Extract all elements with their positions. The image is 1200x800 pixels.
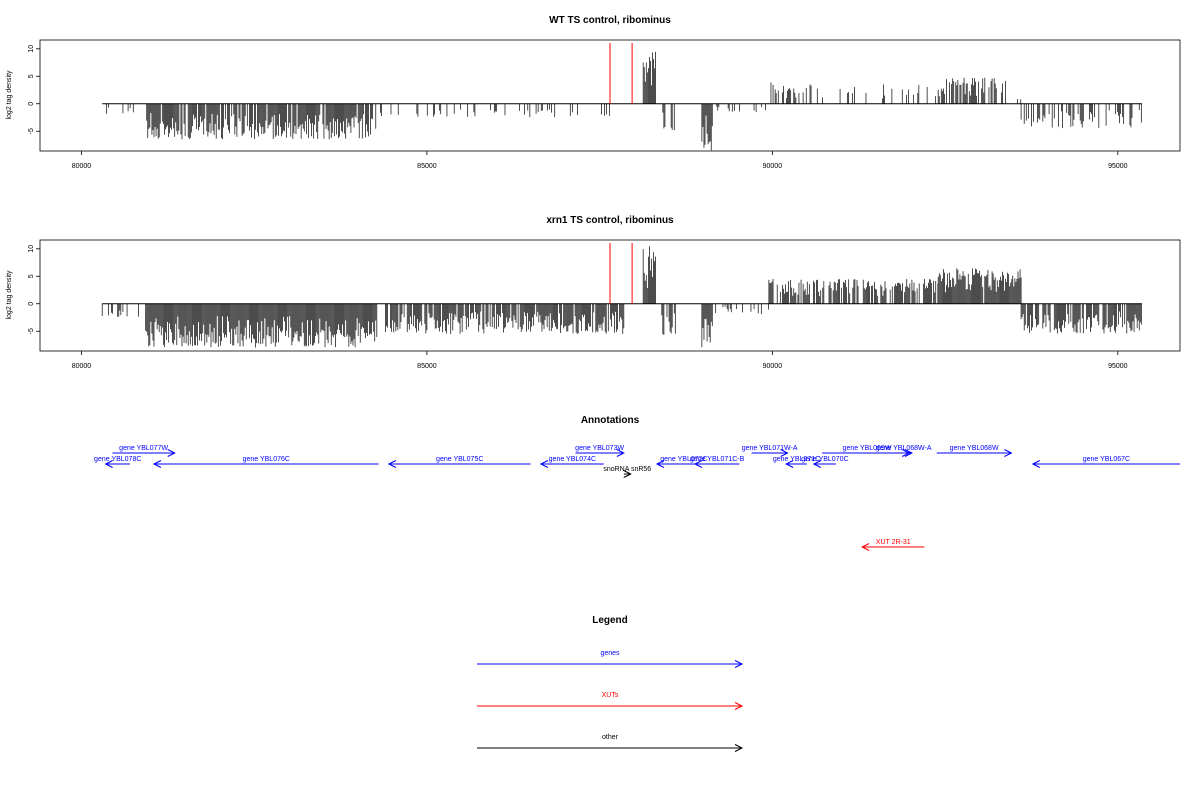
feature-label: gene YBL069W — [843, 445, 892, 452]
feature-arrowhead — [904, 449, 914, 457]
feature-label: gene YBL071C — [773, 456, 820, 463]
feature-arrowhead — [785, 460, 794, 468]
feature-label: gene YBL072C — [660, 456, 707, 463]
feature-arrowhead — [1004, 449, 1013, 457]
feature-arrowhead — [152, 460, 162, 468]
y-tick-label: 0 — [28, 102, 35, 106]
feature-arrowhead — [539, 460, 549, 468]
legend-title: Legend — [592, 615, 628, 626]
feature-arrowhead — [1031, 460, 1041, 468]
feature-arrowhead — [655, 460, 665, 468]
x-tick-label: 95000 — [1108, 163, 1128, 170]
feature-label: gene YBL067C — [1083, 456, 1130, 463]
legend-label: other — [602, 734, 619, 741]
wt-coverage-panel: WT TS control, ribominus log2 tag densit… — [6, 15, 1181, 170]
feature-label: gene YBL078C — [94, 456, 141, 463]
feature-label: gene YBL076C — [243, 456, 290, 463]
legend-arrowhead — [734, 744, 744, 752]
feature-label: gene YBL077W — [119, 445, 168, 452]
y-tick-label: 0 — [28, 302, 35, 306]
feature-arrowhead — [387, 460, 397, 468]
x-tick-label: 90000 — [763, 163, 783, 170]
plot-frame — [39, 39, 1181, 152]
x-tick-label: 95000 — [1108, 363, 1128, 370]
feature-label: XUT 2R-31 — [876, 539, 911, 546]
x-tick-label: 85000 — [417, 163, 437, 170]
feature-label: gene YBL071W-A — [742, 445, 798, 452]
y-axis-label: log2 tag density — [6, 70, 13, 120]
feature-arrowhead — [623, 470, 632, 478]
y-tick-label: -5 — [28, 128, 35, 134]
xrn1-coverage-panel: xrn1 TS control, ribominus log2 tag dens… — [6, 215, 1181, 370]
y-tick-label: 5 — [28, 274, 35, 278]
feature-label: gene YBL073W — [575, 445, 624, 452]
y-tick-label: 10 — [28, 45, 35, 53]
legend-label: genes — [600, 650, 620, 657]
feature-label: snoRNA snR56 — [603, 466, 651, 473]
feature-label: gene YBL070C — [801, 456, 848, 463]
feature-arrowhead — [693, 460, 703, 468]
x-tick-label: 90000 — [763, 363, 783, 370]
feature-arrowhead — [616, 449, 625, 457]
annotations-title: Annotations — [581, 415, 640, 426]
y-tick-label: 10 — [28, 245, 35, 253]
legend-arrowhead — [734, 660, 744, 668]
feature-arrowhead — [780, 449, 789, 457]
feature-label: gene YBL071C-B — [690, 456, 745, 463]
feature-label: gene YBL075C — [436, 456, 483, 463]
y-tick-label: 5 — [28, 74, 35, 78]
feature-label: gene YBL068W — [950, 445, 999, 452]
feature-arrowhead — [812, 460, 822, 468]
feature-arrowhead — [901, 449, 911, 457]
x-tick-label: 80000 — [72, 163, 92, 170]
panel-title: xrn1 TS control, ribominus — [546, 215, 674, 226]
feature-arrowhead — [167, 449, 176, 457]
panel-title: WT TS control, ribominus — [549, 15, 671, 26]
annotations-track: Annotations gene YBL077W gene YBL078C gene… — [94, 415, 1180, 551]
feature-arrowhead — [861, 543, 870, 551]
y-axis-label: log2 tag density — [6, 270, 13, 320]
feature-label: gene YBL074C — [549, 456, 596, 463]
x-tick-label: 80000 — [72, 363, 92, 370]
feature-label: gene YBL068W-A — [876, 445, 932, 452]
x-tick-label: 85000 — [417, 363, 437, 370]
y-tick-label: -5 — [28, 328, 35, 334]
feature-arrowhead — [104, 460, 113, 468]
legend-label: XUTs — [602, 692, 619, 699]
legend: Legend genes XUTs other — [477, 615, 744, 752]
legend-arrowhead — [734, 702, 744, 710]
plot-frame — [39, 239, 1181, 352]
